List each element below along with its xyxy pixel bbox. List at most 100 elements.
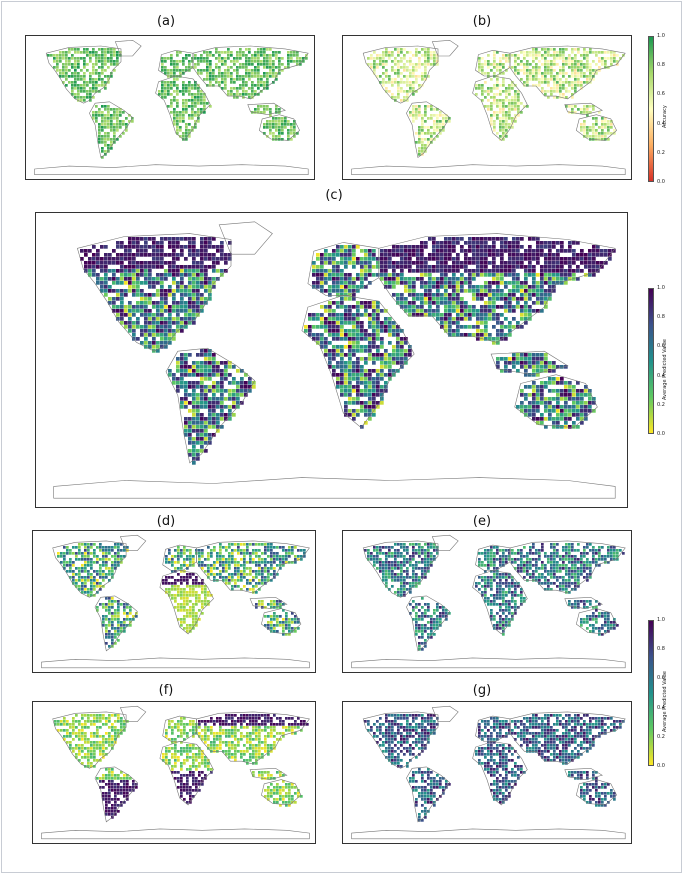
grid-cell [183, 549, 186, 552]
grid-cell [266, 75, 269, 78]
grid-cell [613, 57, 616, 60]
grid-cell [68, 48, 71, 51]
grid-cell [344, 345, 348, 349]
grid-cell [504, 337, 508, 341]
grid-cell [216, 397, 220, 401]
grid-cell [192, 365, 196, 369]
grid-cell [272, 126, 275, 129]
grid-cell [532, 265, 536, 269]
grid-cell [532, 285, 536, 289]
grid-cell [421, 114, 424, 117]
grid-cell [562, 69, 565, 72]
grid-cell [213, 567, 216, 570]
grid-cell [376, 333, 380, 337]
grid-cell [225, 567, 228, 570]
grid-cell [576, 257, 580, 261]
grid-cell [460, 305, 464, 309]
grid-cell [96, 281, 100, 285]
grid-cell [586, 60, 589, 63]
grid-cell [376, 301, 380, 305]
grid-cell [499, 99, 502, 102]
grid-cell [548, 285, 552, 289]
grid-cell [180, 265, 184, 269]
grid-cell [541, 48, 544, 51]
grid-cell [508, 105, 511, 108]
grid-cell [508, 289, 512, 293]
grid-cell [580, 249, 584, 253]
grid-cell [104, 265, 108, 269]
grid-cell [532, 301, 536, 305]
grid-cell [400, 269, 404, 273]
grid-cell [508, 301, 512, 305]
grid-cell [324, 317, 328, 321]
grid-cell [188, 66, 191, 69]
grid-cell [536, 421, 540, 425]
grid-cell [499, 69, 502, 72]
grid-cell [404, 309, 408, 313]
grid-cell [160, 301, 164, 305]
grid-cell [476, 289, 480, 293]
grid-cell [552, 265, 556, 269]
grid-cell [550, 69, 553, 72]
grid-cell [144, 245, 148, 249]
grid-cell [98, 126, 101, 129]
grid-cell [210, 555, 213, 558]
grid-cell [164, 57, 167, 60]
grid-cell [574, 72, 577, 75]
grid-cell [478, 63, 481, 66]
grid-cell [156, 349, 160, 353]
grid-cell [316, 317, 320, 321]
grid-cell [324, 345, 328, 349]
grid-cell [512, 309, 516, 313]
grid-cell [84, 564, 87, 567]
grid-cell [171, 564, 174, 567]
grid-cell [487, 63, 490, 66]
grid-cell [548, 417, 552, 421]
grid-cell [572, 253, 576, 257]
grid-cell [128, 241, 132, 245]
grid-cell [231, 558, 234, 561]
grid-cell [496, 297, 500, 301]
grid-cell [87, 570, 90, 573]
grid-cell [101, 138, 104, 141]
grid-cell [111, 546, 114, 549]
grid-cell [272, 135, 275, 138]
grid-cell [460, 261, 464, 265]
grid-cell [212, 261, 216, 265]
grid-cell [86, 90, 89, 93]
grid-cell [197, 114, 200, 117]
grid-cell [535, 69, 538, 72]
grid-cell [508, 297, 512, 301]
grid-cell [71, 57, 74, 60]
grid-cell [548, 413, 552, 417]
grid-cell [272, 51, 275, 54]
grid-cell [324, 353, 328, 357]
grid-cell [222, 555, 225, 558]
grid-cell [114, 555, 117, 558]
grid-cell [240, 552, 243, 555]
grid-cell [496, 277, 500, 281]
grid-cell [412, 114, 415, 117]
grid-cell [592, 78, 595, 81]
grid-cell [548, 365, 552, 369]
grid-cell [180, 549, 183, 552]
grid-cell [516, 369, 520, 373]
grid-cell [432, 297, 436, 301]
grid-cell [93, 561, 96, 564]
grid-cell [75, 546, 78, 549]
grid-cell [116, 241, 120, 245]
grid-cell [212, 72, 215, 75]
grid-cell [228, 257, 232, 261]
grid-cell [356, 277, 360, 281]
grid-cell [418, 57, 421, 60]
grid-cell [592, 261, 596, 265]
grid-cell [117, 564, 120, 567]
grid-cell [288, 552, 291, 555]
grid-cell [360, 337, 364, 341]
grid-cell [104, 108, 107, 111]
grid-cell [427, 117, 430, 120]
grid-cell [440, 285, 444, 289]
grid-cell [404, 341, 408, 345]
grid-cell [88, 265, 92, 269]
grid-cell [116, 261, 120, 265]
